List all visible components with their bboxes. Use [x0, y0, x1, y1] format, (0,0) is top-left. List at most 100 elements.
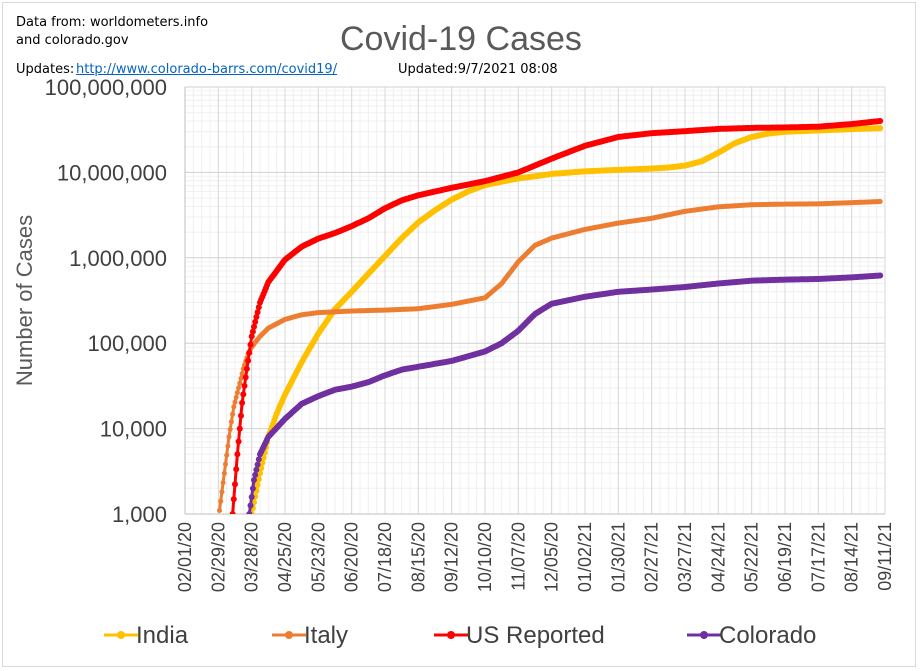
data-point-us-reported — [240, 391, 247, 398]
y-tick-label: 10,000 — [100, 417, 167, 442]
legend-item-colorado: Colorado — [687, 622, 816, 649]
data-point-colorado — [254, 461, 261, 468]
updates-label: Updates: — [16, 62, 75, 77]
series-italy — [217, 199, 883, 513]
x-tick-label: 01/30/21 — [608, 522, 628, 592]
data-point-italy — [231, 404, 237, 410]
data-point-italy — [220, 480, 226, 486]
x-tick-label: 02/29/20 — [208, 522, 228, 592]
x-tick-label: 05/22/21 — [742, 522, 762, 592]
x-tick-label: 08/15/20 — [408, 522, 428, 592]
legend: India Italy US Reported Colorado — [104, 622, 816, 649]
legend-label-us-reported: US Reported — [466, 622, 605, 649]
x-tick-label: 04/24/21 — [708, 522, 728, 592]
data-point-italy — [237, 380, 243, 386]
data-point-colorado — [248, 494, 255, 500]
y-axis-label: Number of Cases — [12, 215, 37, 386]
data-point-italy — [238, 375, 244, 381]
updated-timestamp: Updated:9/7/2021 08:08 — [398, 62, 558, 77]
data-point-us-reported — [234, 451, 241, 458]
data-point-italy — [232, 399, 238, 405]
data-point-colorado — [252, 471, 259, 478]
series-us-reported — [229, 118, 884, 514]
source-line-2: and colorado.gov — [16, 33, 129, 48]
data-point-us-reported — [248, 333, 255, 340]
x-tick-label: 01/02/21 — [575, 522, 595, 592]
legend-item-italy: Italy — [272, 622, 348, 649]
data-point-italy — [225, 443, 231, 449]
data-point-us-reported — [247, 341, 254, 348]
x-tick-label: 03/28/20 — [242, 522, 262, 592]
x-tick-label: 07/18/20 — [375, 522, 395, 592]
legend-marker — [285, 631, 293, 639]
x-tick-label: 04/25/20 — [275, 522, 295, 592]
legend-label-colorado: Colorado — [719, 622, 816, 649]
data-point-italy — [233, 394, 239, 400]
grid-lines — [184, 86, 886, 515]
data-point-colorado — [255, 456, 262, 463]
data-point-italy — [226, 434, 232, 440]
data-point-us-reported — [877, 118, 884, 124]
x-tick-label: 07/17/21 — [808, 522, 828, 592]
data-point-italy — [221, 470, 227, 476]
data-point-italy — [236, 385, 242, 391]
series-colorado — [246, 272, 884, 514]
data-point-us-reported — [236, 425, 243, 432]
data-point-us-reported — [238, 412, 244, 419]
x-tick-label: 11/07/20 — [508, 522, 528, 591]
x-tick-label: 02/27/21 — [642, 522, 662, 592]
source-line-1: Data from: worldometers.info — [16, 15, 209, 30]
y-tick-label: 1,000 — [112, 502, 167, 527]
series-india — [248, 125, 884, 514]
data-point-us-reported — [232, 481, 238, 488]
data-point-us-reported — [251, 323, 257, 330]
x-tick-label: 05/23/20 — [308, 522, 328, 592]
data-point-italy — [217, 508, 222, 513]
data-point-colorado — [247, 502, 254, 509]
legend-item-us-reported: US Reported — [434, 622, 605, 649]
data-point-colorado — [877, 272, 884, 279]
data-point-us-reported — [245, 357, 252, 364]
data-point-colorado — [246, 511, 253, 514]
x-tick-label: 03/27/21 — [675, 522, 695, 592]
x-tick-label: 06/19/21 — [775, 522, 795, 592]
data-point-us-reported — [239, 399, 246, 406]
data-point-italy — [234, 390, 240, 396]
legend-label-italy: Italy — [304, 622, 348, 649]
data-point-us-reported — [241, 382, 248, 389]
data-point-italy — [239, 371, 245, 377]
data-point-us-reported — [249, 328, 256, 335]
y-tick-label: 10,000,000 — [57, 160, 167, 185]
y-tick-label: 1,000,000 — [69, 246, 167, 271]
x-tick-label: 09/11/21 — [875, 522, 895, 591]
data-point-india — [877, 125, 884, 132]
data-point-us-reported — [235, 438, 242, 445]
data-point-italy — [223, 461, 228, 467]
data-point-us-reported — [253, 314, 260, 320]
data-point-us-reported — [252, 318, 259, 325]
legend-label-india: India — [136, 622, 189, 649]
data-point-india — [254, 481, 261, 488]
data-point-us-reported — [229, 511, 236, 514]
data-point-italy — [227, 426, 233, 432]
data-point-colorado — [249, 485, 256, 492]
data-point-italy — [877, 199, 883, 204]
data-point-us-reported — [255, 304, 262, 311]
data-point-colorado — [253, 466, 260, 473]
data-point-us-reported — [242, 374, 249, 381]
x-tick-label: 02/01/20 — [175, 522, 195, 592]
x-tick-label: 06/20/20 — [342, 522, 362, 592]
legend-marker — [117, 631, 125, 639]
data-point-italy — [219, 489, 225, 495]
x-tick-label: 10/10/20 — [475, 522, 495, 592]
y-tick-label: 100,000,000 — [45, 75, 167, 100]
x-tick-label: 08/14/21 — [842, 522, 862, 592]
data-point-italy — [218, 498, 224, 504]
updates-link[interactable]: http://www.colorado-barrs.com/covid19/ — [76, 62, 338, 77]
x-tick-label: 12/05/20 — [542, 522, 562, 592]
data-point-us-reported — [230, 496, 237, 503]
data-point-us-reported — [246, 349, 253, 356]
data-point-india — [255, 476, 262, 483]
data-point-italy — [224, 452, 230, 458]
data-point-colorado — [251, 477, 257, 483]
